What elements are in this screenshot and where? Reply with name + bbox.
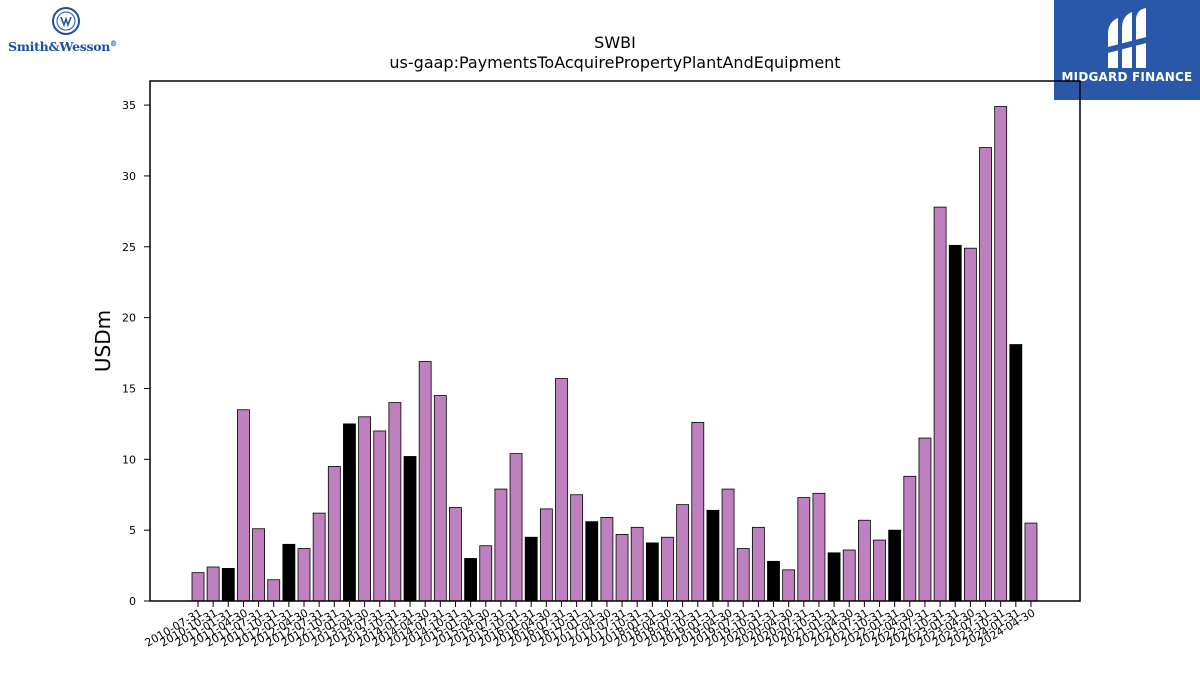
- bar-2020-07-31: [797, 497, 811, 602]
- smith-wesson-logo: Smith&Wesson®: [6, 6, 128, 56]
- sw-emblem-icon: [52, 7, 80, 35]
- bar-2011-07-31: [252, 528, 265, 602]
- bar-2019-10-31: [751, 526, 765, 602]
- bar-2018-10-31: [691, 422, 705, 602]
- y-tick-label: 30: [122, 170, 136, 183]
- y-tick-label: 35: [122, 99, 136, 112]
- chart-subtitle: us-gaap:PaymentsToAcquirePropertyPlantAn…: [389, 53, 840, 72]
- bar-2021-10-31: [873, 539, 886, 602]
- bar-2022-07-31: [918, 437, 932, 602]
- bar-2022-01-31: [888, 529, 902, 602]
- y-axis-label: USDm: [91, 310, 115, 372]
- y-tick-label: 15: [122, 382, 136, 395]
- y-tick-label: 5: [129, 524, 136, 537]
- bar-2015-04-30: [479, 545, 493, 602]
- bar-2014-04-30: [418, 361, 432, 602]
- y-tick-label: 20: [122, 312, 136, 325]
- bar-2016-04-30: [539, 508, 553, 602]
- bar-2023-01-31: [948, 244, 962, 602]
- y-axis: 0 5 10 15 20 25 30 35: [122, 99, 150, 608]
- bar-2013-10-31: [388, 402, 402, 602]
- bar-2023-07-31: [979, 147, 992, 602]
- bar-2018-01-31: [645, 542, 659, 602]
- bar-2013-04-30: [358, 416, 372, 602]
- bar-2019-01-31: [706, 509, 720, 602]
- plot-frame: [149, 80, 1081, 602]
- bar-2020-01-31: [767, 560, 780, 602]
- bar-2020-04-30: [782, 569, 796, 602]
- bar-2012-07-31: [312, 512, 326, 602]
- y-tick-label: 0: [129, 595, 136, 608]
- bar-2010-10-31: [206, 566, 220, 602]
- bar-2021-04-30: [842, 549, 856, 602]
- smith-wesson-wordmark: Smith&Wesson®: [8, 39, 117, 54]
- bar-2011-04-30: [237, 409, 250, 602]
- bar-2019-04-30: [721, 488, 735, 602]
- bar-2019-07-31: [736, 548, 750, 602]
- x-axis: 2010-07-312010-10-312011-01-312011-04-30…: [143, 601, 1037, 650]
- chart-title: SWBI: [594, 33, 636, 52]
- bar-2012-10-31: [327, 465, 341, 602]
- bar-2024-01-31: [1009, 344, 1023, 602]
- bar-2023-10-31: [994, 106, 1008, 602]
- bar-2024-04-30: [1024, 522, 1038, 602]
- bar-2018-07-31: [676, 504, 690, 602]
- bar-2015-10-31: [509, 453, 523, 602]
- y-tick-label: 25: [122, 241, 136, 254]
- bar-2011-01-31: [221, 568, 235, 602]
- bar-2014-01-31: [403, 456, 417, 602]
- bar-2021-07-31: [857, 519, 871, 602]
- bar-2015-01-31: [464, 558, 478, 602]
- midgard-emblem-icon: [1104, 8, 1150, 68]
- bar-2018-04-30: [661, 536, 674, 602]
- y-tick-label: 10: [122, 453, 136, 466]
- bar-2016-10-31: [570, 494, 584, 602]
- bar-2011-10-31: [267, 579, 281, 602]
- bar-2015-07-31: [494, 488, 508, 602]
- bars-group: [191, 106, 1038, 602]
- bar-2013-01-31: [343, 423, 356, 602]
- bar-2017-10-31: [630, 526, 644, 602]
- midgard-finance-logo: MIDGARD FINANCE: [1054, 0, 1200, 100]
- bar-2017-01-31: [585, 521, 599, 602]
- bar-2010-07-31: [191, 572, 205, 602]
- bar-2016-07-31: [555, 378, 568, 602]
- bar-2012-01-31: [282, 543, 296, 602]
- bar-2012-04-30: [297, 548, 311, 602]
- bar-2017-07-31: [615, 534, 629, 602]
- bar-2014-10-31: [449, 507, 462, 602]
- bar-2013-07-31: [373, 430, 387, 602]
- bar-2016-01-31: [524, 536, 538, 602]
- bar-2022-04-30: [903, 475, 917, 602]
- bar-2014-07-31: [433, 395, 447, 602]
- bar-2020-10-31: [812, 492, 826, 602]
- bar-2021-01-31: [827, 552, 841, 602]
- bar-2017-04-30: [600, 517, 614, 602]
- bar-2022-10-31: [933, 206, 947, 602]
- midgard-finance-text: MIDGARD FINANCE: [1061, 70, 1193, 84]
- bar-2023-04-30: [963, 247, 977, 602]
